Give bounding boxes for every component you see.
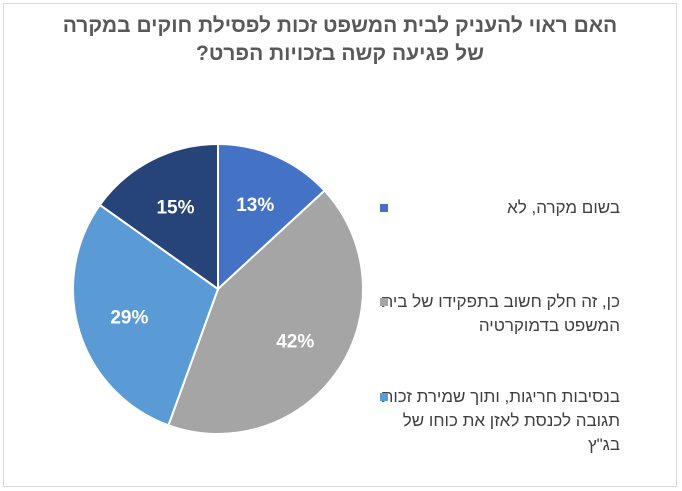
pie-slice-exceptional: [72, 203, 220, 427]
chart-title-line-2: של פגיעה קשה בזכויות הפרט?: [196, 42, 484, 65]
legend-label-yes-important: כן, זה חלק חשוב בתפקידו של בית המשפט בדמ…: [381, 292, 620, 335]
legend-item-exceptional: בנסיבות חריגות, ותוך שמירת זכות תגובה לכ…: [380, 385, 620, 457]
legend-item-never: בשום מקרה, לא: [380, 196, 620, 220]
legend-label-never: בשום מקרה, לא: [507, 198, 620, 217]
chart-title-line-1: האם ראוי להעניק לבית המשפט זכות לפסילת ח…: [62, 14, 618, 37]
pie-label-yes-important: 42%: [276, 331, 314, 352]
legend-label-exceptional: בנסיבות חריגות, ותוך שמירת זכות תגובה לכ…: [381, 387, 620, 454]
pie-slice-yes-important: [167, 189, 364, 435]
legend-item-yes-important: כן, זה חלק חשוב בתפקידו של בית המשפט בדמ…: [380, 290, 620, 338]
legend-swatch-exceptional: [380, 393, 388, 401]
legend-swatch-never: [380, 204, 388, 212]
pie-label-never: 13%: [236, 195, 274, 216]
chart-title: האם ראוי להעניק לבית המשפט זכות לפסילת ח…: [60, 12, 620, 68]
pie-label-fourth: 15%: [156, 198, 194, 219]
pie-slice-fourth: [98, 142, 219, 291]
legend-swatch-yes-important: [380, 298, 388, 306]
pie-label-exceptional: 29%: [110, 308, 148, 329]
pie-slice-never: [217, 142, 326, 292]
